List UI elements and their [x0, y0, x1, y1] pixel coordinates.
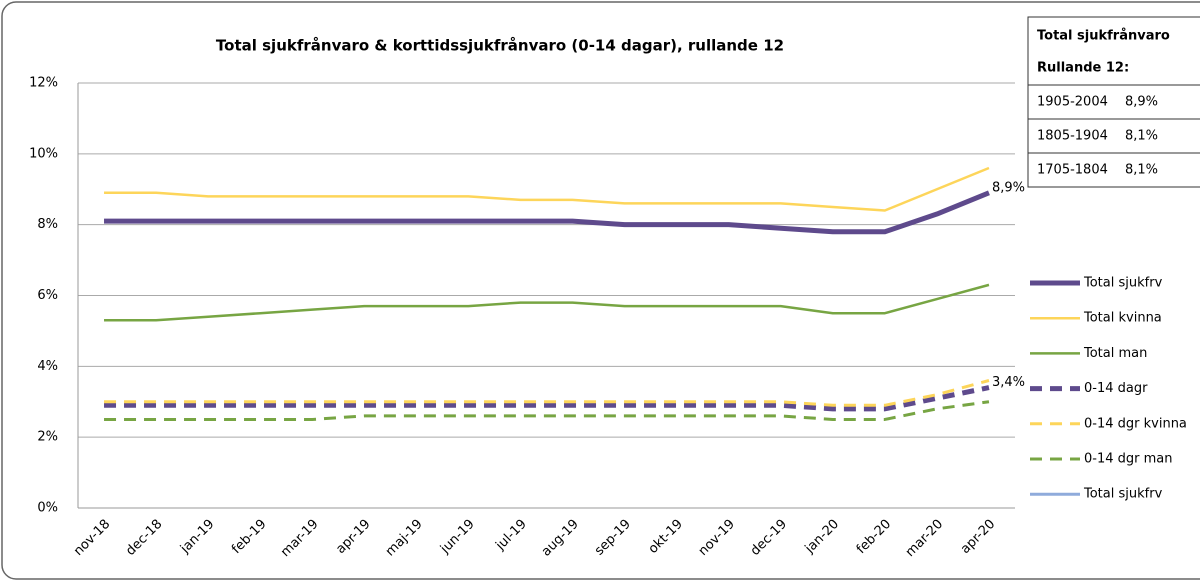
info-value: 8,1% — [1125, 163, 1158, 178]
y-tick-label: 4% — [37, 359, 58, 374]
info-title: Total sjukfrånvaro — [1037, 29, 1170, 44]
series-line — [104, 190, 990, 235]
info-period: 1905-2004 — [1037, 95, 1108, 110]
legend-label: Total man — [1083, 346, 1147, 361]
y-tick-label: 6% — [37, 288, 58, 303]
series-line — [104, 379, 990, 407]
info-box — [1027, 16, 1200, 188]
series-line — [104, 385, 990, 412]
y-tick-label: 2% — [37, 430, 58, 445]
y-tick-label: 0% — [37, 501, 58, 516]
data-label: 8,9% — [992, 180, 1025, 195]
info-value: 8,9% — [1125, 95, 1158, 110]
info-period: 1805-1904 — [1037, 129, 1108, 144]
data-label: 3,4% — [992, 375, 1025, 390]
y-tick-label: 8% — [37, 217, 58, 232]
series-line — [104, 400, 990, 421]
info-period: 1705-1804 — [1037, 163, 1108, 178]
legend-label: Total sjukfrv — [1083, 276, 1163, 291]
series-line — [104, 283, 990, 322]
series-line — [104, 166, 990, 212]
info-subtitle: Rullande 12: — [1037, 61, 1129, 76]
y-tick-label: 10% — [29, 146, 58, 161]
y-tick-label: 12% — [29, 76, 58, 91]
legend-label: 0-14 dagr — [1084, 381, 1148, 396]
chart-title: Total sjukfrånvaro & korttidssjukfrånvar… — [216, 37, 784, 55]
legend-label: Total sjukfrv — [1083, 487, 1163, 502]
legend-label: 0-14 dgr man — [1084, 452, 1173, 467]
info-value: 8,1% — [1125, 129, 1158, 144]
legend-label: 0-14 dgr kvinna — [1084, 416, 1187, 431]
legend-label: Total kvinna — [1083, 311, 1162, 326]
